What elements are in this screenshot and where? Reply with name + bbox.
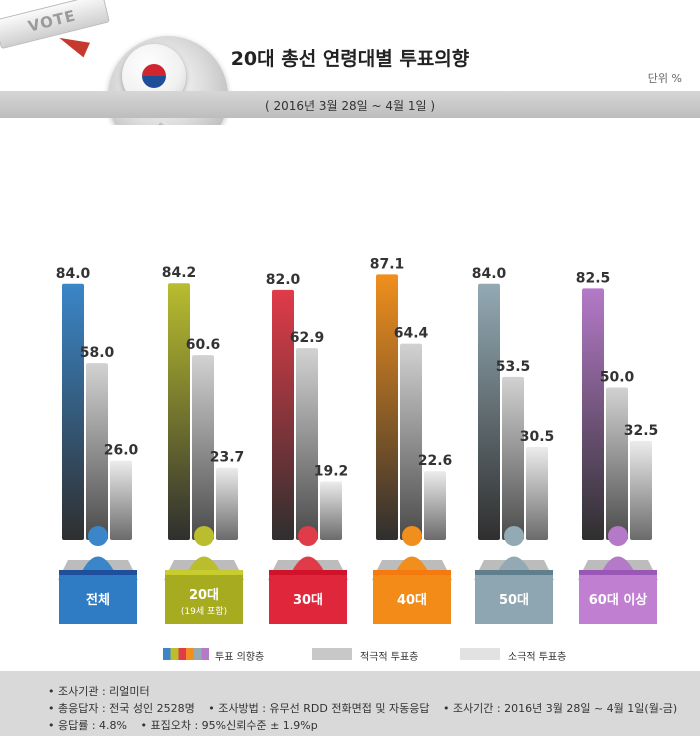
- label-band-4: [475, 570, 553, 575]
- note-agency: • 조사기관 : 리얼미터: [48, 685, 150, 698]
- data-label-s1-c0: 58.0: [80, 345, 115, 361]
- bar-s1-c5: [606, 387, 628, 540]
- period-label: ( 2016년 3월 28일 ~ 4월 1일 ): [264, 99, 436, 113]
- category-label-5: 60대 이상: [589, 592, 648, 608]
- data-label-s0-c3: 87.1: [370, 256, 405, 272]
- note-response-rate: • 응답률 : 4.8%: [48, 719, 127, 732]
- data-label-s1-c1: 60.6: [186, 337, 221, 353]
- chart-title: 20대 총선 연령대별 투표의향: [230, 48, 470, 70]
- avatar-head-icon-2: [298, 526, 318, 546]
- data-label-s1-c2: 62.9: [290, 330, 325, 346]
- bar-s0-c1: [168, 283, 190, 540]
- bar-s2-c5: [630, 440, 652, 540]
- note-respondents: • 총응답자 : 전국 성인 2528명: [48, 702, 195, 715]
- data-label-s0-c0: 84.0: [56, 266, 91, 282]
- notes-line-2: • 총응답자 : 전국 성인 2528명 • 조사방법 : 유무선 RDD 전화…: [48, 700, 687, 716]
- bar-s1-c1: [192, 355, 214, 540]
- data-label-s2-c5: 32.5: [624, 423, 659, 439]
- data-label-s2-c0: 26.0: [104, 443, 139, 459]
- avatar-head-icon-0: [88, 526, 108, 546]
- label-box-1: [165, 575, 243, 624]
- bar-s0-c2: [272, 289, 294, 540]
- data-label-s0-c1: 84.2: [162, 265, 197, 281]
- avatar-head-icon-5: [608, 526, 628, 546]
- vote-tag-text: VOTE: [26, 6, 78, 36]
- label-band-5: [579, 570, 657, 575]
- legend-swatch-passive: [460, 648, 500, 660]
- bar-s0-c5: [582, 288, 604, 540]
- label-band-3: [373, 570, 451, 575]
- notes-line-3: • 응답률 : 4.8% • 표집오차 : 95%신뢰수준 ± 1.9%p: [48, 717, 328, 733]
- category-label-3: 40대: [397, 593, 427, 608]
- label-box-3: [373, 575, 451, 624]
- legend-swatch-intent: [163, 648, 209, 660]
- category-note-1: (19세 포함): [181, 606, 227, 617]
- notes-line-1: • 조사기관 : 리얼미터: [48, 683, 160, 699]
- bar-s0-c4: [478, 283, 500, 540]
- category-label-0: 전체: [86, 592, 110, 608]
- legend: 투표 의향층 적극적 투표층 소극적 투표층: [0, 640, 700, 664]
- data-label-s0-c5: 82.5: [576, 270, 611, 286]
- legend-swatch-active: [312, 648, 352, 660]
- vote-tag-graphic: VOTE: [0, 0, 110, 50]
- legend-label-passive: 소극적 투표층: [508, 652, 567, 663]
- bar-s2-c3: [424, 471, 446, 540]
- label-box-0: [59, 575, 137, 624]
- data-label-s2-c3: 22.6: [418, 453, 453, 469]
- period-band: [0, 91, 700, 118]
- category-label-2: 30대: [293, 593, 323, 608]
- bar-s2-c0: [110, 460, 132, 540]
- avatar-head-icon-1: [194, 526, 214, 546]
- data-label-s0-c4: 84.0: [472, 266, 507, 282]
- avatar-head-icon-3: [402, 526, 422, 546]
- bar-s1-c3: [400, 343, 422, 540]
- label-band-2: [269, 570, 347, 575]
- bar-s1-c4: [502, 376, 524, 540]
- unit-label: 단위 %: [647, 72, 682, 85]
- bar-s0-c0: [62, 283, 84, 540]
- label-band-0: [59, 570, 137, 575]
- chart-plot-area: 84.0 84.2 82.0 87.1 84.0 82.5 58.0 60.6 62.9 64.4…: [0, 125, 700, 640]
- chart-svg: 84.0 84.2 82.0 87.1 84.0 82.5 58.0 60.6 62.9 64.4…: [56, 256, 659, 624]
- legend-label-active: 적극적 투표층: [360, 652, 419, 663]
- label-box-4: [475, 575, 553, 624]
- bar-s1-c0: [86, 363, 108, 540]
- data-label-s1-c5: 50.0: [600, 370, 635, 386]
- data-label-s1-c3: 64.4: [394, 326, 429, 342]
- legend-label-intent: 투표 의향층: [215, 652, 265, 663]
- data-label-s2-c4: 30.5: [520, 429, 555, 445]
- label-box-2: [269, 575, 347, 624]
- bar-s0-c3: [376, 274, 398, 540]
- bar-s1-c2: [296, 348, 318, 540]
- data-label-s0-c2: 82.0: [266, 272, 301, 288]
- category-label-4: 50대: [499, 593, 529, 608]
- data-label-s2-c1: 23.7: [210, 450, 245, 466]
- bar-s2-c1: [216, 467, 238, 540]
- note-period: • 조사기간 : 2016년 3월 28일 ~ 4월 1일(월-금): [442, 702, 678, 715]
- note-sampling-error: • 표집오차 : 95%신뢰수준 ± 1.9%p: [140, 719, 318, 732]
- bar-s2-c4: [526, 446, 548, 540]
- data-label-s1-c4: 53.5: [496, 359, 531, 375]
- notes-panel: • 조사기관 : 리얼미터 • 총응답자 : 전국 성인 2528명 • 조사방…: [0, 671, 700, 736]
- header: VOTE 20대 총선 연령대별 투표의향 단위 % ( 2016년 3월 28…: [0, 0, 700, 125]
- avatar-head-icon-4: [504, 526, 524, 546]
- bar-s2-c2: [320, 481, 342, 540]
- data-label-s2-c2: 19.2: [314, 463, 349, 479]
- label-box-5: [579, 575, 657, 624]
- label-band-1: [165, 570, 243, 575]
- note-method: • 조사방법 : 유무선 RDD 전화면접 및 자동응답: [208, 702, 430, 715]
- category-label-1: 20대: [189, 588, 219, 603]
